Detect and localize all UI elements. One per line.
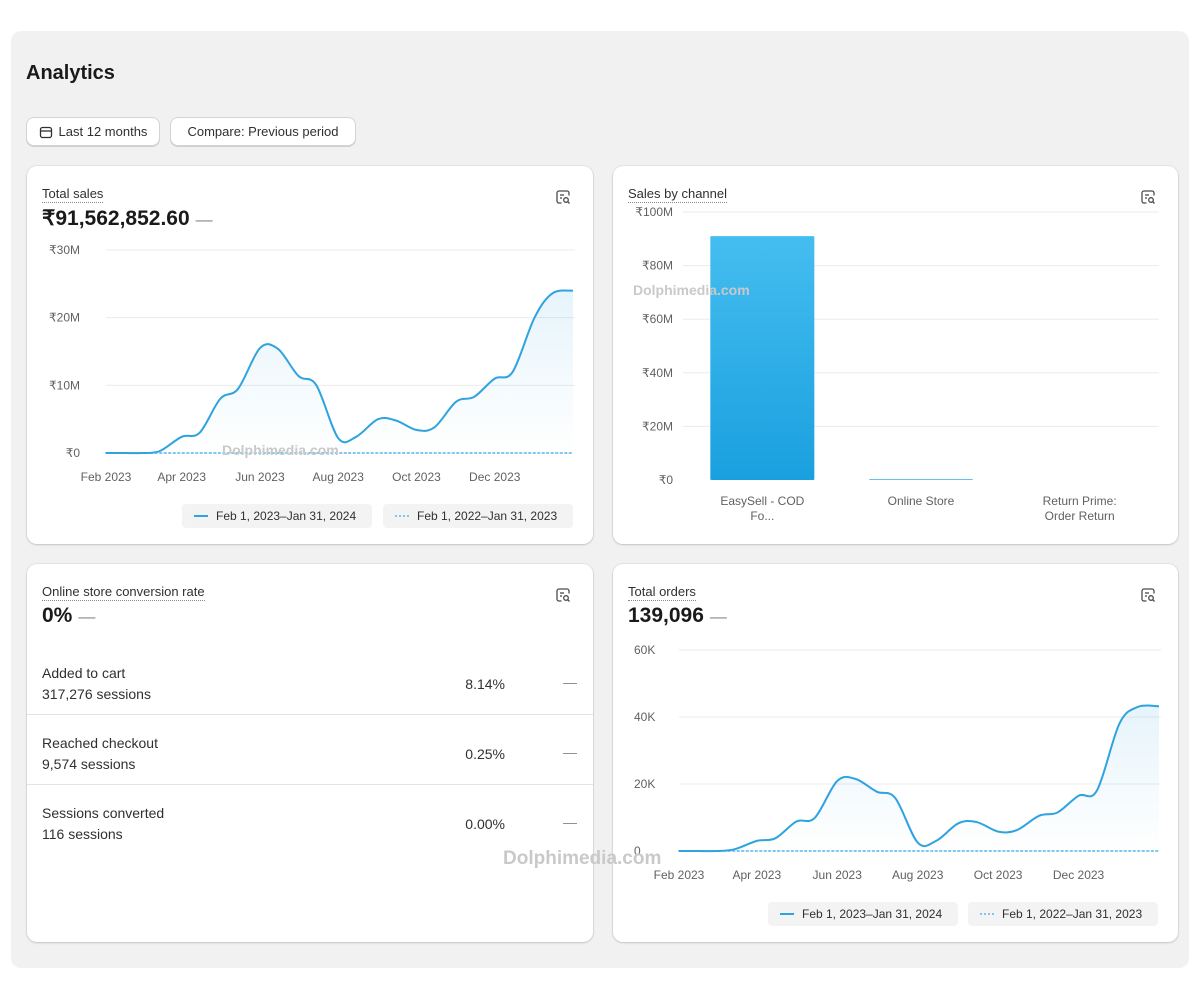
- y-tick-label: ₹20M: [49, 311, 80, 325]
- y-tick-label: ₹40M: [642, 366, 673, 380]
- total-orders-change: —: [709, 607, 727, 626]
- total-orders-chart: 0 20K 40K 60K Feb 2023 Apr 2023 Jun 2023 Aug 20…: [634, 643, 1161, 882]
- funnel-row-reached-checkout: Reached checkout 9,574 sessions 0.25% —: [27, 715, 593, 785]
- compare-button[interactable]: Compare: Previous period: [170, 117, 356, 146]
- current-period-area: [679, 705, 1159, 852]
- page-title: Analytics: [26, 62, 115, 84]
- x-tick-label: Feb 2023: [81, 470, 132, 484]
- funnel-step-name: Reached checkout: [42, 735, 158, 751]
- current-period-line: [106, 289, 574, 455]
- current-period-line: [679, 704, 1160, 853]
- legend-dotted-swatch: [980, 913, 994, 915]
- conversion-rate-value: 0% —: [42, 604, 95, 628]
- funnel-step-sessions: 317,276 sessions: [42, 686, 151, 702]
- bar: [869, 479, 973, 480]
- x-tick-label: Dec 2023: [1053, 868, 1105, 882]
- legend-current-label: Feb 1, 2023–Jan 31, 2024: [802, 907, 943, 921]
- funnel-step-sessions: 9,574 sessions: [42, 756, 136, 772]
- funnel-step-name: Added to cart: [42, 665, 126, 681]
- y-tick-label: ₹80M: [642, 259, 673, 273]
- legend-previous-label: Feb 1, 2022–Jan 31, 2023: [1002, 907, 1143, 921]
- funnel-step-change: —: [563, 744, 577, 760]
- chart-explore-icon[interactable]: [555, 189, 571, 205]
- total-orders-amount: 139,096: [628, 604, 704, 627]
- chart-explore-icon[interactable]: [1140, 189, 1156, 205]
- conversion-rate-change: —: [78, 607, 96, 626]
- x-tick-label: Apr 2023: [157, 470, 206, 484]
- total-orders-label[interactable]: Total orders: [628, 584, 696, 601]
- y-tick-label: ₹20M: [642, 419, 673, 433]
- bar: [710, 236, 815, 480]
- funnel-step-name: Sessions converted: [42, 805, 165, 821]
- legend-previous-period[interactable]: Feb 1, 2022–Jan 31, 2023: [968, 902, 1158, 926]
- x-tick-label: EasySell - COD Fo...: [720, 494, 804, 523]
- y-tick-label: 0: [634, 844, 641, 858]
- funnel-step-rate: 0.25%: [465, 746, 505, 762]
- funnel-step-rate: 0.00%: [465, 816, 505, 832]
- sales-by-channel-chart: ₹0 ₹20M ₹40M ₹60M ₹80M ₹100M EasySell - COD Fo.…: [635, 205, 1159, 523]
- date-range-label: Last 12 months: [58, 124, 148, 139]
- conversion-rate-amount: 0%: [42, 604, 73, 627]
- x-tick-label: Feb 2023: [654, 868, 705, 882]
- x-tick-label: Jun 2023: [235, 470, 285, 484]
- funnel-row-added-to-cart: Added to cart 317,276 sessions 8.14% —: [27, 645, 593, 715]
- sales-by-channel-card: Sales by channel ₹0 ₹20M ₹40M ₹60M ₹80M ₹100M…: [613, 166, 1178, 544]
- total-sales-chart: ₹0 ₹10M ₹20M ₹30M Feb 2023 Apr 2023 Jun 2023 Au…: [49, 243, 575, 484]
- total-orders-value: 139,096 —: [628, 604, 727, 628]
- total-sales-amount: ₹91,562,852.60: [42, 207, 190, 230]
- x-tick-label: Return Prime: Order Return: [1043, 494, 1117, 523]
- y-tick-label: ₹100M: [635, 205, 673, 219]
- funnel-step-change: —: [563, 674, 577, 690]
- chart-explore-icon[interactable]: [1140, 587, 1156, 603]
- funnel-step-sessions: 116 sessions: [42, 826, 123, 842]
- total-orders-card: Total orders 139,096 — 0 20K 40K 60K Feb 2023…: [613, 564, 1178, 942]
- funnel-step-rate: 8.14%: [465, 676, 505, 692]
- y-tick-label: ₹60M: [642, 312, 673, 326]
- x-tick-label: Aug 2023: [892, 868, 944, 882]
- legend-current-period[interactable]: Feb 1, 2023–Jan 31, 2024: [182, 504, 372, 528]
- conversion-rate-card: Online store conversion rate 0% — Added t…: [27, 564, 593, 942]
- x-tick-label: Apr 2023: [732, 868, 781, 882]
- chart-explore-icon[interactable]: [555, 587, 571, 603]
- conversion-rate-label[interactable]: Online store conversion rate: [42, 584, 205, 601]
- x-tick-label: Online Store: [888, 494, 955, 508]
- x-tick-label: Oct 2023: [974, 868, 1023, 882]
- legend-previous-period[interactable]: Feb 1, 2022–Jan 31, 2023: [383, 504, 573, 528]
- total-sales-card: Total sales ₹91,562,852.60 — ₹0 ₹10M ₹20M ₹3…: [27, 166, 593, 544]
- y-tick-label: ₹10M: [49, 378, 80, 392]
- legend-solid-swatch: [780, 913, 794, 915]
- x-tick-label: Dec 2023: [469, 470, 521, 484]
- legend-current-label: Feb 1, 2023–Jan 31, 2024: [216, 509, 357, 523]
- funnel-row-sessions-converted: Sessions converted 116 sessions 0.00% —: [27, 785, 593, 855]
- compare-label: Compare: Previous period: [187, 124, 339, 139]
- x-tick-label: Aug 2023: [313, 470, 365, 484]
- current-period-area: [106, 290, 573, 454]
- legend-previous-label: Feb 1, 2022–Jan 31, 2023: [417, 509, 558, 523]
- y-tick-label: ₹0: [66, 446, 81, 460]
- total-sales-label[interactable]: Total sales: [42, 186, 104, 203]
- sales-by-channel-label[interactable]: Sales by channel: [628, 186, 728, 203]
- x-tick-label: Jun 2023: [813, 868, 863, 882]
- calendar-icon: [39, 126, 52, 138]
- x-tick-label: Oct 2023: [392, 470, 441, 484]
- total-sales-value: ₹91,562,852.60 —: [42, 206, 213, 231]
- legend-current-period[interactable]: Feb 1, 2023–Jan 31, 2024: [768, 902, 958, 926]
- y-tick-label: 20K: [634, 777, 655, 791]
- funnel-step-change: —: [563, 814, 577, 830]
- y-tick-label: 40K: [634, 710, 655, 724]
- legend-dotted-swatch: [395, 515, 409, 517]
- date-range-button[interactable]: Last 12 months: [26, 117, 160, 146]
- y-tick-label: 60K: [634, 643, 655, 657]
- y-tick-label: ₹30M: [49, 243, 80, 257]
- y-tick-label: ₹0: [659, 473, 674, 487]
- legend-solid-swatch: [194, 515, 208, 517]
- total-sales-change: —: [195, 210, 213, 229]
